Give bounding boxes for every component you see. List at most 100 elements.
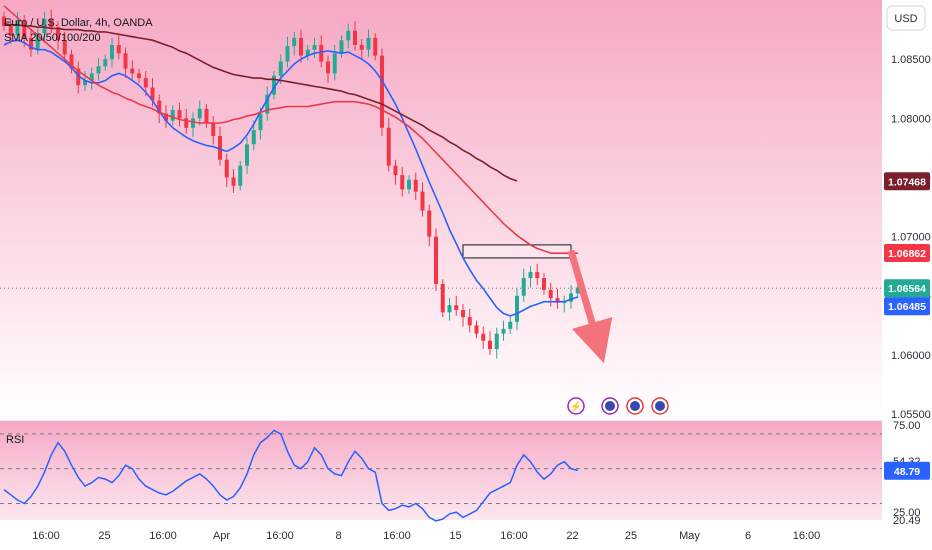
candle-body xyxy=(494,333,499,350)
price-badge-box xyxy=(884,279,930,298)
candle-body xyxy=(555,298,560,303)
candle-body xyxy=(501,328,506,334)
candle-body xyxy=(218,136,222,160)
candle-body xyxy=(137,73,141,79)
candle-body xyxy=(346,30,351,41)
candle-body xyxy=(62,40,67,55)
currency-button-label: USD xyxy=(894,13,917,25)
price-badge: 1.06485 xyxy=(888,301,926,313)
candle-body xyxy=(157,100,162,114)
price-badge-box xyxy=(884,297,930,316)
candle-body xyxy=(508,321,513,329)
time-tick-label: Apr xyxy=(213,530,230,542)
candle-body xyxy=(15,21,20,36)
resistance-zone-rectangle[interactable] xyxy=(462,244,572,259)
time-axis[interactable]: 16:00 25 16:00 Apr 16:00 8 16:00 15 16:00 22 25 May… xyxy=(32,530,820,542)
candlestick-series xyxy=(2,9,580,359)
candle-body xyxy=(116,44,121,54)
price-badge-box xyxy=(884,172,930,191)
candle-body xyxy=(211,123,216,137)
candle-body xyxy=(454,305,459,310)
candle-body xyxy=(89,73,94,81)
rsi-badge-box xyxy=(884,461,930,480)
candle-body xyxy=(569,293,573,302)
candle-body xyxy=(481,333,486,341)
candle-body xyxy=(386,127,391,166)
candle-body xyxy=(123,53,128,69)
rsi-line xyxy=(3,429,578,522)
time-tick-label: May xyxy=(679,530,700,542)
candle-body xyxy=(42,18,47,34)
candle-body xyxy=(110,44,114,60)
bearish-arrow[interactable] xyxy=(567,249,613,364)
time-tick-label: 16:00 xyxy=(793,530,821,542)
candle-body xyxy=(373,37,378,56)
event-markers[interactable]: ⚡ xyxy=(567,397,669,415)
time-scale-background xyxy=(0,520,932,550)
candle-body xyxy=(548,289,553,299)
rsi-tick-label: 25.00 xyxy=(893,507,921,519)
candle-body xyxy=(197,108,202,119)
candle-body xyxy=(170,110,175,121)
price-tick-label: 1.06000 xyxy=(891,350,931,362)
candle-body xyxy=(413,179,418,192)
candle-body xyxy=(420,191,425,211)
candle-body xyxy=(238,165,243,186)
candle-body xyxy=(299,37,303,56)
candle-body xyxy=(130,68,135,74)
candle-body xyxy=(474,325,479,334)
candle-body xyxy=(319,44,324,62)
candle-body xyxy=(29,37,33,50)
candle-body xyxy=(83,80,87,86)
candle-body xyxy=(515,295,519,322)
candle-body xyxy=(69,54,74,69)
candle-body xyxy=(56,27,60,41)
symbol-title[interactable]: Euro / U.S. Dollar, 4h, OANDA xyxy=(4,17,153,29)
candle-body xyxy=(440,283,445,313)
event-flag-inner-icon xyxy=(630,401,640,411)
candle-body xyxy=(191,118,195,128)
candle-body xyxy=(393,165,398,176)
candle-body xyxy=(359,44,364,50)
rsi-legend[interactable]: RSI xyxy=(6,434,24,446)
event-lightning-icon[interactable] xyxy=(567,397,585,415)
candle-body xyxy=(427,210,432,237)
rsi-tick-label: 75.00 xyxy=(893,420,921,432)
price-badge-box xyxy=(884,243,930,262)
candle-body xyxy=(407,179,411,190)
candle-body xyxy=(332,53,337,74)
event-flag-inner-icon xyxy=(655,401,665,411)
candle-body xyxy=(400,175,405,190)
currency-button[interactable] xyxy=(886,5,926,31)
candle-body xyxy=(305,49,310,56)
candle-body xyxy=(251,130,256,145)
price-badge: 1.06564 xyxy=(888,283,926,295)
candle-body xyxy=(461,309,465,318)
candle-body xyxy=(184,118,189,128)
candle-body xyxy=(22,21,27,38)
time-tick-label: 8 xyxy=(335,530,341,542)
candle-body xyxy=(150,87,155,101)
sma-200-line xyxy=(3,22,518,182)
event-flag-inner-icon xyxy=(605,401,615,411)
candle-body xyxy=(96,66,101,74)
candle-body xyxy=(339,40,344,54)
price-tick-label: 1.08000 xyxy=(891,113,931,125)
indicator-legend[interactable]: SMA 20/50/100/200 xyxy=(4,32,101,44)
candle-body xyxy=(278,61,283,76)
time-tick-label: 16:00 xyxy=(266,530,294,542)
sma-20-line xyxy=(3,39,579,317)
candle-body xyxy=(488,340,492,350)
sma-50-line xyxy=(3,5,578,254)
candle-body xyxy=(164,113,168,121)
candle-body xyxy=(143,78,148,88)
candle-body xyxy=(177,110,182,119)
candle-body xyxy=(535,272,540,279)
candle-body xyxy=(292,37,297,47)
time-tick-label: 22 xyxy=(566,530,578,542)
price-tick-label: 1.07000 xyxy=(891,232,931,244)
candle-body xyxy=(447,305,452,313)
price-badge: 1.06862 xyxy=(888,248,926,260)
price-tick-label: 1.05500 xyxy=(891,409,931,421)
candle-body xyxy=(76,68,81,86)
